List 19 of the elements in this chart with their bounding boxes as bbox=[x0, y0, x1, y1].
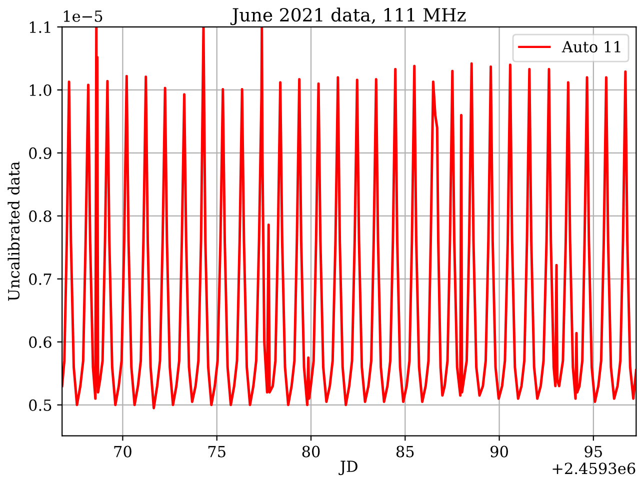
y-axis-title: Uncalibrated data bbox=[8, 162, 20, 301]
y-tick-label: 0.5 bbox=[29, 399, 52, 411]
x-tick-label: 85 bbox=[396, 446, 414, 458]
y-tick-label: 1.0 bbox=[30, 84, 52, 96]
x-tick-label: 95 bbox=[584, 446, 602, 458]
y-tick-label: 1.1 bbox=[30, 21, 50, 33]
y-tick-label: 0.8 bbox=[29, 210, 52, 222]
legend-label: Auto 11 bbox=[562, 40, 620, 53]
x-tick-label: 70 bbox=[114, 446, 132, 458]
y-tick-label: 0.6 bbox=[29, 336, 52, 348]
x-tick-label: 75 bbox=[208, 446, 226, 458]
text: 1e−5 bbox=[64, 10, 102, 22]
x-axis-title: JD bbox=[338, 460, 358, 476]
chart-title: June 2021 data, 111 MHz bbox=[230, 8, 466, 26]
x-tick-label: 80 bbox=[302, 446, 320, 458]
text: +2.4593e6 bbox=[552, 462, 636, 474]
y-tick-label: 0.9 bbox=[29, 147, 52, 159]
x-tick-label: 90 bbox=[490, 446, 508, 458]
y-tick-label: 0.7 bbox=[29, 273, 52, 285]
